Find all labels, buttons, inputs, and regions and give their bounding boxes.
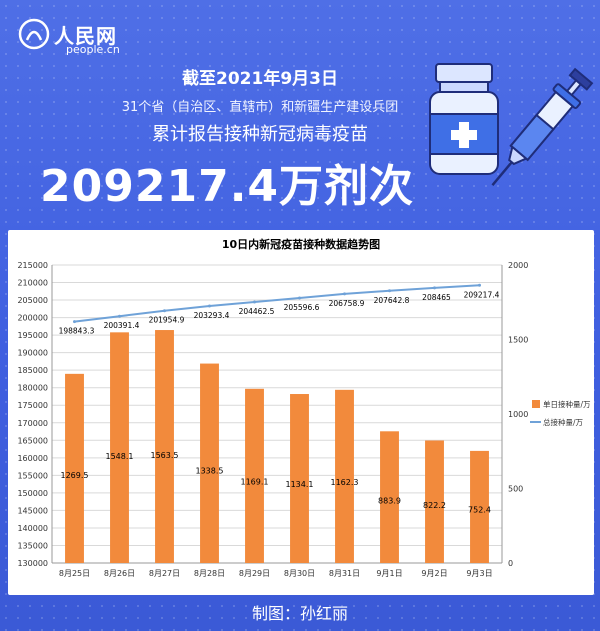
bar (200, 363, 219, 563)
bar (65, 373, 84, 563)
y-left-tick-label: 165000 (17, 436, 48, 445)
x-tick-label: 8月27日 (149, 569, 180, 578)
y-right-tick-label: 2000 (508, 261, 528, 270)
y-left-tick-label: 180000 (17, 384, 48, 393)
y-left-tick-label: 175000 (17, 401, 48, 410)
line-value-label: 201954.9 (149, 316, 185, 325)
people-logo-icon (18, 18, 50, 50)
y-left-tick-label: 140000 (17, 524, 48, 533)
y-right-tick-label: 1000 (508, 410, 528, 419)
line-value-label: 206758.9 (329, 299, 365, 308)
x-tick-label: 8月29日 (239, 569, 270, 578)
y-left-tick-label: 130000 (17, 559, 48, 568)
y-left-tick-label: 190000 (17, 349, 48, 358)
bar-value-label: 1162.3 (331, 478, 359, 487)
bar (380, 431, 399, 563)
bar (470, 450, 489, 563)
line-value-label: 204462.5 (239, 307, 275, 316)
y-left-tick-label: 135000 (17, 541, 48, 550)
x-tick-label: 9月1日 (376, 569, 402, 578)
x-tick-label: 8月30日 (284, 569, 315, 578)
line-value-label: 200391.4 (104, 321, 140, 330)
subject-line: 累计报告接种新冠病毒疫苗 (152, 124, 368, 145)
x-tick-label: 8月31日 (329, 569, 360, 578)
vaccine-vial-icon (429, 63, 499, 175)
y-left-tick-label: 210000 (17, 279, 48, 288)
line-value-label: 198843.3 (59, 327, 95, 336)
bar-value-label: 1338.5 (196, 466, 224, 475)
line-point (73, 320, 76, 324)
y-left-tick-label: 155000 (17, 471, 48, 480)
chart-card: 10日内新冠疫苗接种数据趋势图 130000 135000 140000 145000… (8, 230, 594, 595)
bar-value-label: 752.4 (468, 506, 491, 515)
line-value-label: 205596.6 (284, 303, 320, 312)
y-left-tick-label: 170000 (17, 419, 48, 428)
y-left-tick-label: 145000 (17, 506, 48, 515)
bar (425, 440, 444, 563)
y-left-tick-label: 200000 (17, 314, 48, 323)
bar-value-label: 1269.5 (61, 471, 89, 480)
syringe-icon (491, 67, 594, 186)
chart-plot-area: 130000 135000 140000 145000 150000 155000 1600… (17, 261, 591, 578)
x-tick-label: 9月3日 (466, 569, 492, 578)
y-left-tick-label: 160000 (17, 454, 48, 463)
y-right-tick-label: 0 (508, 559, 513, 568)
legend-bar-swatch (532, 400, 540, 408)
x-tick-label: 8月28日 (194, 569, 225, 578)
line-point (118, 314, 121, 318)
bar-value-label: 1548.1 (106, 452, 134, 461)
line-point (478, 283, 481, 287)
region-line: 31个省（自治区、直辖市）和新疆生产建设兵团 (121, 100, 399, 115)
total-doses: 209217.4万剂次 (40, 161, 415, 212)
logo-text: 人民网 (54, 24, 117, 48)
y-left-tick-label: 195000 (17, 331, 48, 340)
line-point (388, 289, 391, 293)
y-right-tick-label: 500 (508, 485, 523, 494)
legend-bar-label: 单日接种量/万 (543, 399, 591, 409)
line-value-label: 208465 (422, 293, 451, 302)
chart-title: 10日内新冠疫苗接种数据趋势图 (222, 237, 380, 251)
line-point (343, 292, 346, 296)
line-value-label: 207642.8 (374, 296, 410, 305)
date-line: 截至2021年9月3日 (182, 69, 338, 89)
bar-value-label: 883.9 (378, 497, 401, 506)
line-point (163, 309, 166, 313)
bar (245, 388, 264, 563)
x-tick-label: 8月26日 (104, 569, 135, 578)
line-value-label: 209217.4 (464, 290, 500, 299)
line-point (298, 296, 301, 300)
y-left-tick-label: 185000 (17, 366, 48, 375)
bar (110, 332, 129, 563)
bar-value-label: 822.2 (423, 501, 446, 510)
bar (155, 330, 174, 563)
bar-value-label: 1134.1 (286, 480, 314, 489)
y-left-tick-label: 215000 (17, 261, 48, 270)
people-logo: 人民网 people.cn (18, 18, 138, 58)
bar-value-label: 1563.5 (151, 451, 179, 460)
x-tick-label: 8月25日 (59, 569, 90, 578)
y-left-tick-label: 205000 (17, 296, 48, 305)
vaccine-illustration (429, 63, 594, 186)
line-point (253, 300, 256, 304)
line-point (433, 286, 436, 290)
legend-line-label: 总接种量/万 (543, 417, 584, 427)
credit-line: 制图：孙红丽 (251, 604, 348, 623)
x-tick-label: 9月2日 (421, 569, 447, 578)
logo-url-text: people.cn (66, 43, 120, 56)
vaccination-trend-chart: 10日内新冠疫苗接种数据趋势图 130000 135000 140000 145000… (17, 237, 591, 578)
bar-value-label: 1169.1 (241, 478, 269, 487)
line-value-label: 203293.4 (194, 311, 230, 320)
line-point (208, 304, 211, 308)
y-left-tick-label: 150000 (17, 489, 48, 498)
y-right-tick-label: 1500 (508, 336, 528, 345)
bar (290, 394, 309, 563)
total-line (74, 284, 480, 323)
bar (335, 389, 354, 563)
